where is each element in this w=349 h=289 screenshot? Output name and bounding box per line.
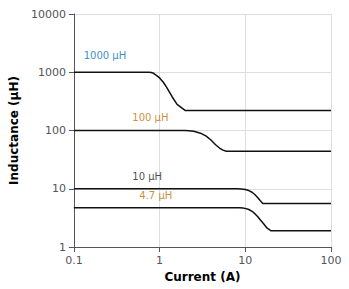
svg-text:1000: 1000 [38,66,66,79]
svg-text:1000 μH: 1000 μH [84,50,127,61]
svg-text:1: 1 [156,254,163,267]
svg-text:100: 100 [45,124,66,137]
svg-text:100: 100 [321,254,342,267]
svg-text:0.1: 0.1 [65,254,83,267]
svg-text:10: 10 [238,254,252,267]
svg-text:10 μH: 10 μH [132,171,162,182]
svg-text:10: 10 [52,182,66,195]
svg-text:4.7 μH: 4.7 μH [139,190,172,201]
svg-text:1: 1 [59,241,66,254]
svg-text:10000: 10000 [31,8,66,21]
svg-text:Current (A): Current (A) [164,270,240,284]
svg-text:Inductance (μH): Inductance (μH) [7,76,21,185]
svg-text:100 μH: 100 μH [132,112,168,123]
